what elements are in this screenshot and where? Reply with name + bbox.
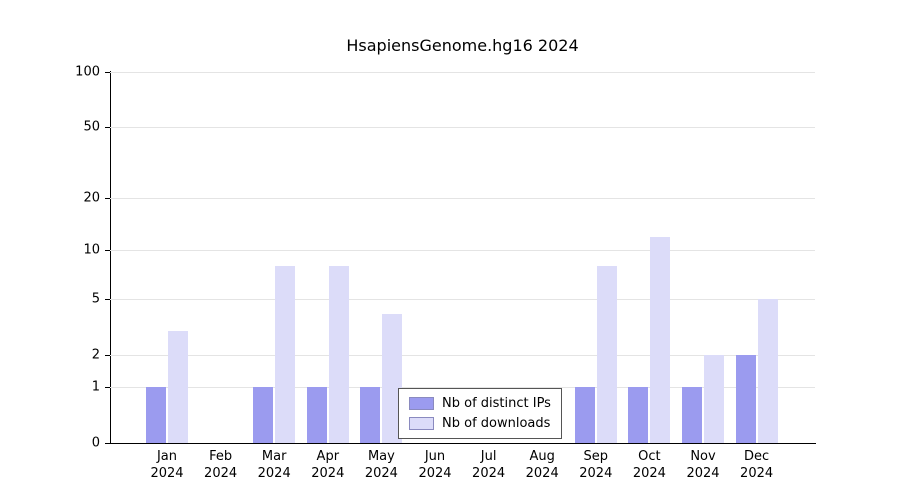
y-tick-label: 1 [91, 379, 100, 395]
y-tick-mark [105, 298, 110, 300]
y-tick-mark [105, 71, 110, 73]
bar-downloads-jan [168, 331, 188, 443]
legend-swatch-distinct-ips [409, 397, 434, 410]
bar-downloads-nov [704, 354, 724, 443]
bar-downloads-oct [650, 236, 671, 443]
gridline [110, 126, 815, 128]
x-tick-label: Mar 2024 [257, 449, 291, 481]
legend-item-downloads: Nb of downloads [409, 416, 551, 431]
legend: Nb of distinct IPs Nb of downloads [398, 388, 562, 439]
x-tick-label: Aug 2024 [525, 449, 559, 481]
bar-distinct-ips-jan [146, 387, 166, 443]
bar-downloads-sep [596, 266, 617, 443]
x-tick-label: Jan 2024 [150, 449, 184, 481]
x-tick-label: Feb 2024 [204, 449, 238, 481]
y-tick-mark [105, 198, 110, 200]
x-tick-label: Dec 2024 [740, 449, 774, 481]
y-tick-label: 100 [75, 64, 100, 80]
bar-distinct-ips-dec [735, 354, 756, 443]
legend-item-distinct-ips: Nb of distinct IPs [409, 396, 551, 411]
y-tick-mark [105, 250, 110, 252]
plot-area: Nb of distinct IPs Nb of downloads 0 1 2 5 1… [75, 62, 815, 481]
y-tick-label: 0 [91, 435, 100, 451]
x-axis [110, 443, 816, 444]
bar-distinct-ips-sep [574, 387, 595, 443]
gridline [110, 71, 815, 73]
x-tick-label: Apr 2024 [311, 449, 345, 481]
bar-distinct-ips-oct [628, 387, 649, 443]
y-tick-label: 10 [83, 242, 100, 258]
y-tick-mark [105, 443, 110, 444]
y-tick-label: 50 [83, 119, 100, 135]
x-tick-label: Oct 2024 [632, 449, 666, 481]
gridline [110, 198, 815, 200]
bar-downloads-may [382, 313, 403, 443]
bar-distinct-ips-mar [253, 387, 274, 443]
x-tick-label: Nov 2024 [686, 449, 720, 481]
bar-downloads-apr [328, 266, 349, 443]
x-tick-label: May 2024 [364, 449, 398, 481]
gridline [110, 354, 815, 356]
legend-label-downloads: Nb of downloads [442, 416, 551, 431]
x-tick-label: Jul 2024 [472, 449, 506, 481]
bar-distinct-ips-may [360, 387, 381, 443]
legend-label-distinct-ips: Nb of distinct IPs [442, 396, 551, 411]
y-tick-mark [105, 354, 110, 356]
gridline [110, 250, 815, 252]
y-tick-mark [105, 126, 110, 128]
bar-distinct-ips-nov [682, 387, 702, 443]
gridline [110, 387, 815, 389]
y-tick-label: 2 [91, 347, 100, 363]
bar-distinct-ips-apr [306, 387, 327, 443]
legend-swatch-downloads [409, 417, 434, 430]
y-tick-mark [105, 387, 110, 389]
x-tick-label: Jun 2024 [418, 449, 452, 481]
x-tick-label: Sep 2024 [579, 449, 613, 481]
bar-downloads-mar [275, 266, 296, 443]
chart-title: HsapiensGenome.hg16 2024 [346, 36, 579, 55]
y-tick-label: 20 [83, 190, 100, 206]
y-axis [110, 71, 111, 444]
bar-downloads-dec [757, 298, 778, 443]
y-tick-label: 5 [91, 291, 100, 307]
gridline [110, 298, 815, 300]
